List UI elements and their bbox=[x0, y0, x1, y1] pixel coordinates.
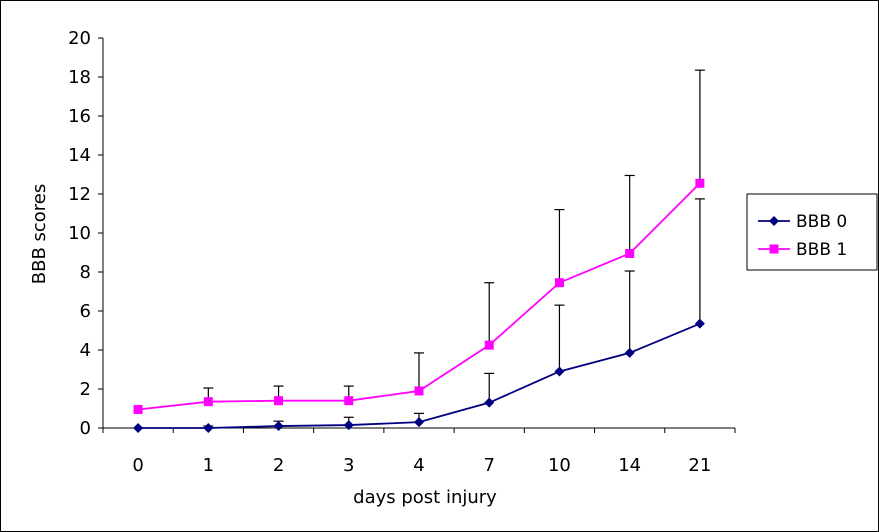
y-tick-label: 20 bbox=[68, 28, 91, 49]
x-tick-label: 21 bbox=[688, 455, 711, 476]
x-tick-label: 4 bbox=[413, 455, 424, 476]
axes bbox=[98, 37, 736, 433]
y-tick-label: 6 bbox=[80, 301, 91, 322]
data-point-1 bbox=[484, 397, 495, 408]
data-point-2 bbox=[625, 248, 635, 258]
data-point-2 bbox=[484, 340, 494, 350]
legend-marker-1 bbox=[769, 216, 779, 226]
y-tick-label: 8 bbox=[80, 262, 91, 283]
data-point-1 bbox=[624, 347, 635, 358]
data-point-2 bbox=[203, 397, 213, 407]
data-point-2 bbox=[133, 404, 143, 414]
data-point-2 bbox=[344, 396, 354, 406]
x-tick-label: 2 bbox=[273, 455, 284, 476]
y-tick-label: 4 bbox=[80, 340, 91, 361]
legend-box bbox=[746, 193, 878, 271]
y-tick-label: 0 bbox=[80, 418, 91, 439]
y-axis-title: BBB scores bbox=[29, 184, 50, 285]
y-tick-label: 10 bbox=[68, 223, 91, 244]
data-point-1 bbox=[694, 318, 705, 329]
y-tick-label: 12 bbox=[68, 184, 91, 205]
data-point-1 bbox=[554, 366, 565, 377]
legend-marker-2 bbox=[769, 244, 779, 254]
y-tick-label: 14 bbox=[68, 145, 91, 166]
data-point-2 bbox=[554, 278, 564, 288]
data-point-1 bbox=[133, 423, 144, 433]
data-point-1 bbox=[414, 417, 424, 428]
data-point-1 bbox=[343, 420, 354, 431]
data-point-2 bbox=[274, 396, 284, 406]
x-tick-label: 10 bbox=[548, 455, 571, 476]
data-point-2 bbox=[695, 178, 705, 188]
data-point-1 bbox=[273, 421, 284, 432]
error-bars bbox=[203, 69, 705, 428]
x-tick-label: 7 bbox=[483, 455, 494, 476]
x-tick-label: 0 bbox=[132, 455, 143, 476]
legend: BBB 0 BBB 1 bbox=[746, 193, 878, 271]
y-tick-label: 16 bbox=[68, 106, 91, 127]
data-point-2 bbox=[414, 386, 424, 396]
data-markers bbox=[133, 178, 705, 433]
x-tick-label: 14 bbox=[618, 455, 641, 476]
y-tick-label: 2 bbox=[80, 379, 91, 400]
y-tick-label: 18 bbox=[68, 67, 91, 88]
legend-label-1: BBB 0 bbox=[796, 212, 847, 232]
x-tick-label: 3 bbox=[343, 455, 354, 476]
data-point-1 bbox=[203, 423, 214, 433]
x-axis-title: days post injury bbox=[353, 487, 497, 508]
x-tick-label: 1 bbox=[203, 455, 214, 476]
legend-label-2: BBB 1 bbox=[796, 240, 847, 260]
